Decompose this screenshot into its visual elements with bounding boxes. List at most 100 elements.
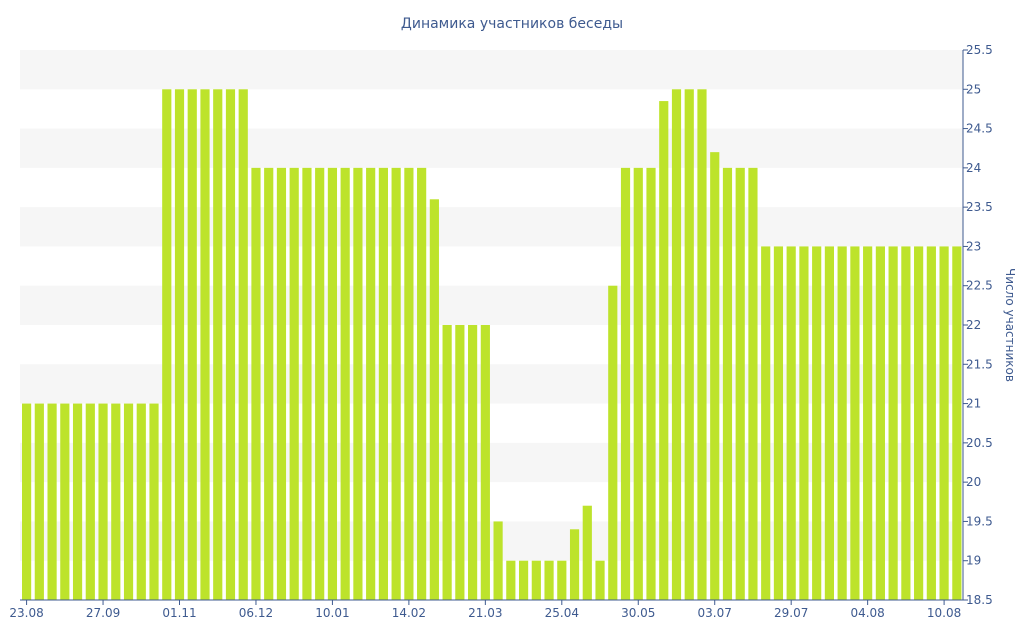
bar <box>111 403 121 600</box>
x-tick-label: 14.02 <box>392 606 426 620</box>
bar <box>926 246 936 600</box>
bar <box>518 560 529 600</box>
bar <box>582 505 592 600</box>
bar <box>812 246 822 600</box>
y-axis-ticks: 18.5 19 19.5 20 20.5 21 21.5 22 22.5 23 23.5 24 24.5… <box>963 43 993 607</box>
bar <box>875 246 885 600</box>
bar <box>608 285 618 600</box>
bar <box>646 167 656 601</box>
x-tick-label: 27.09 <box>86 606 120 620</box>
x-tick-label: 03.07 <box>698 606 732 620</box>
bar <box>480 325 490 600</box>
bar <box>722 167 733 601</box>
bar <box>684 89 694 600</box>
y-tick-label: 23 <box>966 239 981 253</box>
bar <box>302 167 312 601</box>
x-tick-label: 04.08 <box>850 606 884 620</box>
x-tick-label: 10.08 <box>927 606 961 620</box>
x-tick-label: 30.05 <box>621 606 655 620</box>
bar <box>22 403 32 600</box>
y-tick-label: 25 <box>966 82 981 96</box>
grid-band <box>20 50 963 90</box>
bar <box>404 167 414 601</box>
x-tick-label: 23.08 <box>9 606 43 620</box>
bar <box>901 246 911 600</box>
grid-bands <box>20 50 963 561</box>
bar <box>72 403 83 600</box>
y-tick-label: 20 <box>966 475 981 489</box>
bar <box>493 521 503 600</box>
bar <box>47 403 57 600</box>
bar <box>98 403 108 600</box>
y-tick-label: 25.5 <box>966 43 993 57</box>
bar <box>735 167 745 601</box>
bar <box>225 89 236 600</box>
x-tick-label: 06.12 <box>239 606 273 620</box>
x-tick-label: 25.04 <box>545 606 579 620</box>
x-tick-label: 29.07 <box>774 606 808 620</box>
bar <box>671 89 682 600</box>
bar <box>544 560 554 600</box>
bar <box>417 167 427 601</box>
bar <box>914 246 924 600</box>
bar <box>187 89 197 600</box>
y-tick-label: 22.5 <box>966 279 993 293</box>
bar <box>327 167 338 601</box>
bar <box>710 152 720 600</box>
bar <box>888 246 898 600</box>
bar <box>824 246 834 600</box>
bar <box>952 246 962 600</box>
bar <box>659 101 669 600</box>
bar <box>315 167 325 601</box>
y-tick-label: 20.5 <box>966 436 993 450</box>
bar <box>123 403 134 600</box>
bar <box>531 560 541 600</box>
bar <box>34 403 44 600</box>
y-tick-label: 19 <box>966 554 981 568</box>
bar <box>557 560 567 600</box>
y-tick-label: 18.5 <box>966 593 993 607</box>
bar <box>761 246 771 600</box>
bar <box>378 167 388 601</box>
bar <box>251 167 261 601</box>
x-tick-label: 01.11 <box>162 606 196 620</box>
bar <box>850 246 860 600</box>
bars <box>22 89 962 601</box>
bar <box>366 167 376 601</box>
bar <box>391 167 401 601</box>
bar <box>238 89 248 600</box>
bar <box>136 403 146 600</box>
bar <box>506 560 516 600</box>
bar <box>162 89 172 600</box>
grid-band <box>20 442 963 483</box>
y-tick-label: 21 <box>966 397 981 411</box>
x-tick-label: 10.01 <box>315 606 349 620</box>
bar <box>85 403 95 600</box>
bar <box>939 246 949 600</box>
bar <box>353 167 363 601</box>
y-axis-label: Число участников <box>1003 268 1017 382</box>
bar <box>289 167 299 601</box>
bar <box>429 199 439 601</box>
x-tick-label: 21.03 <box>468 606 502 620</box>
bar <box>620 167 631 601</box>
y-tick-label: 19.5 <box>966 514 993 528</box>
bar <box>799 246 809 600</box>
bar <box>340 167 350 601</box>
bar <box>455 325 465 600</box>
bar <box>200 89 210 600</box>
grid-band <box>20 364 963 404</box>
y-tick-label: 24 <box>966 161 981 175</box>
bar <box>748 167 758 601</box>
bar <box>60 403 70 600</box>
grid-band <box>20 207 963 247</box>
bar <box>569 529 580 600</box>
bar <box>773 246 784 600</box>
bar <box>863 246 873 600</box>
bar <box>786 246 796 600</box>
bar <box>213 89 223 600</box>
y-tick-label: 22 <box>966 318 981 332</box>
bar <box>276 167 287 601</box>
bar <box>633 167 643 601</box>
